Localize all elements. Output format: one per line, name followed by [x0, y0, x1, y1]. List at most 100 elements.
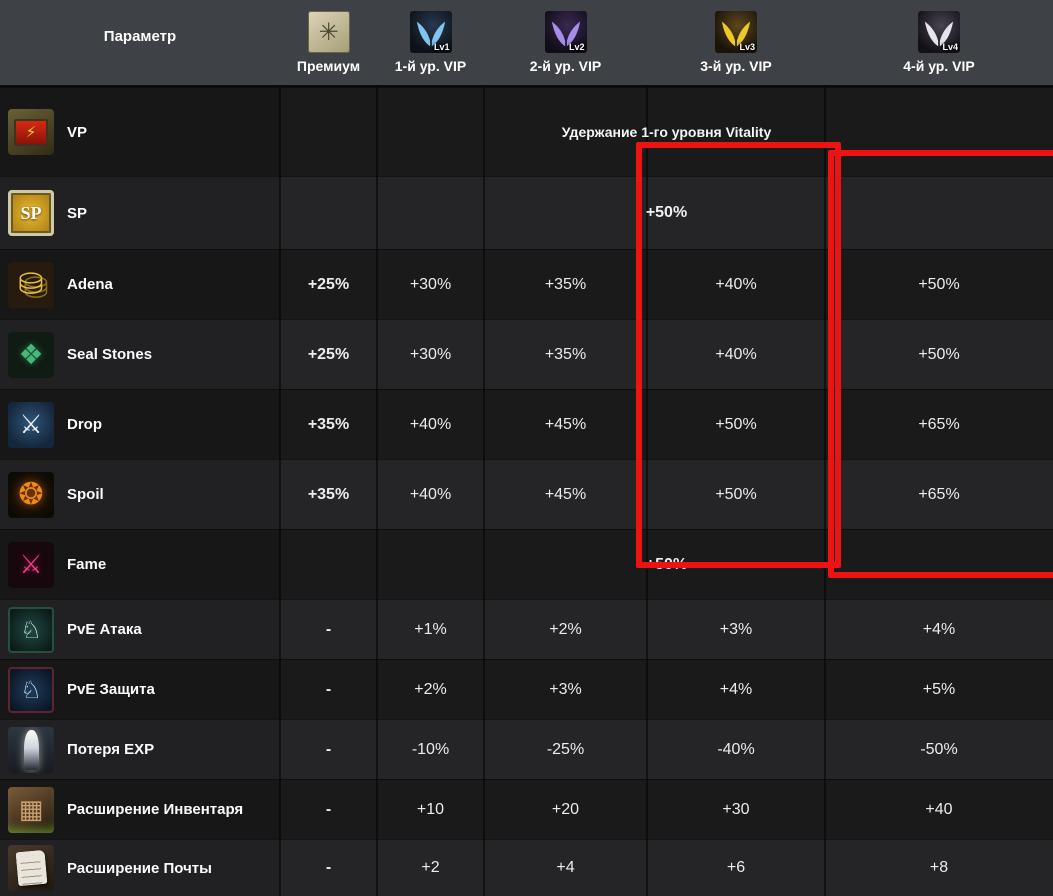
vp-span-cell: Удержание 1-го уровня Vitality: [280, 88, 1053, 176]
adena-coins-icon: ⛁: [8, 261, 54, 308]
column-divider: [646, 87, 648, 896]
row-label-cell: ⛁ Adena: [0, 250, 280, 319]
value-cell: -50%: [920, 740, 958, 758]
table-row-drop: ⚔ Drop +35% +40% +45% +50% +65%: [0, 389, 1053, 459]
value-cell: +3%: [549, 680, 582, 698]
sp-span-cell: +50%: [280, 177, 1053, 249]
row-label-cell: ▦ Расширение Инвентаря: [0, 780, 280, 839]
row-label-cell: ♘ PvE Атака: [0, 600, 280, 659]
mail-expansion-letter-icon: [8, 845, 54, 891]
column-divider: [376, 87, 378, 896]
vip4-level-badge: Lv4: [942, 42, 958, 52]
value-cell: +50%: [918, 275, 960, 293]
vip-wings-lv3-icon: Lv3: [715, 11, 757, 53]
column-header-vip4: Lv4 4-й ур. VIP: [825, 0, 1053, 85]
vip2-level-badge: Lv2: [568, 42, 585, 52]
column-header-vip1: Lv1 1-й ур. VIP: [377, 0, 484, 85]
fame-span-cell: +50%: [280, 530, 1053, 599]
vip-wings-lv4-icon: Lv4: [918, 11, 960, 53]
value-cell: -: [325, 740, 332, 758]
table-row-spoil: ❂ Spoil +35% +40% +45% +50% +65%: [0, 459, 1053, 529]
vip2-header-label: 2-й ур. VIP: [529, 58, 602, 74]
vip-wings-lv2-icon: Lv2: [544, 11, 587, 53]
table-row-mail-expansion: Расширение Почты - +2 +4 +6 +8: [0, 839, 1053, 896]
parameter-header-label: Параметр: [103, 28, 177, 45]
table-row-sp: SP SP +50%: [0, 176, 1053, 249]
value-cell: +40%: [409, 485, 452, 503]
value-cell: -40%: [717, 740, 755, 758]
value-cell: +2: [421, 859, 440, 876]
value-cell: +35%: [307, 485, 350, 503]
value-cell: +40%: [715, 345, 757, 363]
row-label-cell: ⚔ Fame: [0, 530, 280, 599]
value-cell: +6: [726, 859, 746, 876]
column-divider: [483, 87, 485, 896]
seal-stones-icon: ❖: [8, 331, 54, 378]
value-cell: +35%: [544, 345, 587, 363]
table-row-seal-stones: ❖ Seal Stones +25% +30% +35% +40% +50%: [0, 319, 1053, 389]
value-cell: +1%: [414, 620, 447, 638]
value-cell: +30: [722, 800, 750, 818]
value-cell: +2%: [549, 620, 582, 638]
premium-scroll-icon: ✳: [307, 11, 350, 53]
value-cell: +65%: [918, 415, 960, 433]
value-cell: +30%: [409, 345, 452, 363]
fame-crossed-swords-icon: ⚔: [8, 541, 54, 588]
premium-header-label: Премиум: [296, 58, 361, 74]
vip1-header-label: 1-й ур. VIP: [394, 58, 467, 74]
value-cell: +5%: [922, 680, 956, 698]
sp-rune-icon: SP: [8, 190, 54, 236]
vitality-retention-note: Удержание 1-го уровня Vitality: [561, 124, 772, 140]
value-cell: +45%: [544, 415, 587, 433]
value-cell: +50%: [918, 345, 960, 363]
value-cell: +30%: [409, 275, 452, 293]
column-divider: [279, 87, 281, 896]
table-row-exp-loss: Потеря EXP - -10% -25% -40% -50%: [0, 719, 1053, 779]
table-row-adena: ⛁ Adena +25% +30% +35% +40% +50%: [0, 249, 1053, 319]
value-cell: +4%: [719, 680, 753, 698]
table-row-pve-attack: ♘ PvE Атака - +1% +2% +3% +4%: [0, 599, 1053, 659]
table-row-pve-defense: ♘ PvE Защита - +2% +3% +4% +5%: [0, 659, 1053, 719]
table-row-inventory-expansion: ▦ Расширение Инвентаря - +10 +20 +30 +40: [0, 779, 1053, 839]
value-cell: +4%: [922, 620, 956, 638]
vip3-level-badge: Lv3: [739, 42, 755, 52]
drop-sword-hammer-icon: ⚔: [8, 401, 54, 448]
column-header-vip3: Lv3 3-й ур. VIP: [647, 0, 825, 85]
exp-loss-spirit-icon: [8, 726, 54, 773]
vip4-header-label: 4-й ур. VIP: [903, 58, 975, 74]
row-label-cell: ⚡ VP: [0, 88, 280, 176]
vip3-header-label: 3-й ур. VIP: [700, 58, 772, 74]
value-cell: -: [325, 620, 332, 638]
inventory-expansion-icon: ▦: [8, 786, 54, 833]
value-cell: +25%: [307, 345, 350, 363]
row-label-cell: SP SP: [0, 177, 280, 249]
value-cell: +8: [929, 859, 949, 876]
row-label-cell: ♘ PvE Защита: [0, 660, 280, 719]
row-label-cell: ❖ Seal Stones: [0, 320, 280, 389]
value-cell: +35%: [544, 275, 587, 293]
value-cell: +40: [925, 800, 953, 818]
value-cell: -10%: [411, 740, 450, 758]
row-label-cell: ⚔ Drop: [0, 390, 280, 459]
row-label-cell: ❂ Spoil: [0, 460, 280, 529]
value-cell: +35%: [307, 415, 350, 433]
value-cell: +50%: [715, 485, 757, 503]
row-label-cell: Расширение Почты: [0, 840, 280, 896]
table-row-vp: ⚡ VP Удержание 1-го уровня Vitality: [0, 87, 1053, 176]
value-cell: -25%: [546, 740, 585, 758]
table-header: Параметр ✳ Премиум Lv1 1-й ур. VIP Lv2 2…: [0, 0, 1053, 87]
column-header-vip2: Lv2 2-й ур. VIP: [484, 0, 647, 85]
value-cell: -: [325, 800, 332, 818]
value-cell: +4: [556, 859, 575, 876]
vp-lantern-icon: ⚡: [8, 109, 54, 155]
value-cell: -: [325, 680, 332, 698]
vip-wings-lv1-icon: Lv1: [409, 11, 452, 53]
column-header-parameter: Параметр: [0, 0, 280, 85]
vip1-level-badge: Lv1: [433, 42, 450, 52]
value-cell: +10: [416, 800, 445, 818]
value-cell: +2%: [414, 680, 447, 698]
value-cell: +45%: [544, 485, 587, 503]
value-cell: +3%: [719, 620, 753, 638]
pve-defense-rabbit-icon: ♘: [8, 666, 54, 713]
